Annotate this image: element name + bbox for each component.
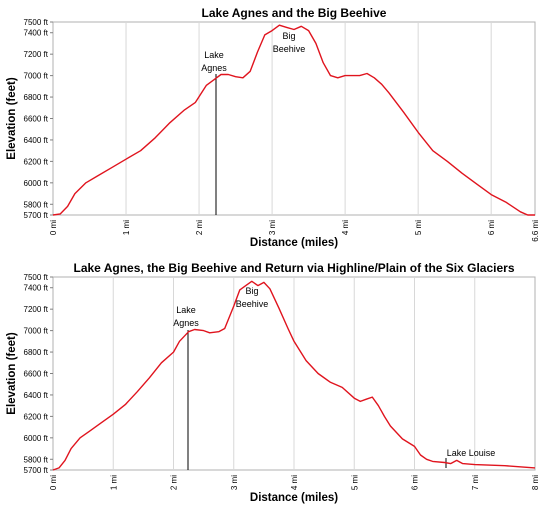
y-tick-label: 7400 ft: [24, 284, 49, 293]
x-tick-label: 5 mi: [414, 220, 423, 235]
chart-1: 0 mi 1 mi 2 mi 3 mi 4 mi 5 mi 6 mi 6.6 mi 5700 f…: [6, 6, 540, 249]
annotation-label: Agnes: [201, 63, 227, 73]
x-tick-label: 6 mi: [487, 220, 496, 235]
y-tick-label: 7500 ft: [24, 273, 49, 282]
annotation-label: Beehive: [236, 299, 269, 309]
x-axis-label: Distance (miles): [250, 237, 338, 249]
x-tick-label: 1 mi: [122, 220, 131, 235]
y-axis-label: Elevation (feet): [6, 332, 18, 415]
y-tick-label: 7000 ft: [24, 327, 49, 336]
annotation-label: Big: [282, 31, 295, 41]
x-tick-label: 6.6 mi: [531, 220, 540, 242]
x-axis-label: Distance (miles): [250, 492, 338, 504]
x-tick-label: 4 mi: [290, 475, 299, 490]
y-tick-label: 7200 ft: [24, 50, 49, 59]
elevation-profile-line: [52, 280, 536, 471]
chart-title: Lake Agnes and the Big Beehive: [202, 6, 387, 20]
y-tick-label: 6600 ft: [24, 370, 49, 379]
y-tick-label: 7400 ft: [24, 29, 49, 38]
y-tick-label: 5800 ft: [24, 455, 49, 464]
y-tick-label: 5700 ft: [24, 466, 49, 475]
y-tick-label: 5700 ft: [24, 211, 49, 220]
y-tick-label: 6000 ft: [24, 434, 49, 443]
y-tick-label: 6800 ft: [24, 348, 49, 357]
y-axis-label: Elevation (feet): [6, 77, 18, 160]
y-tick-label: 7200 ft: [24, 305, 49, 314]
x-tick-label: 5 mi: [350, 475, 359, 490]
y-tick-label: 6400 ft: [24, 391, 49, 400]
y-tick-label: 6600 ft: [24, 115, 49, 124]
annotation-label: Lake: [176, 305, 196, 315]
y-tick-label: 6200 ft: [24, 157, 49, 166]
y-tick-label: 7500 ft: [24, 18, 49, 27]
x-tick-label: 6 mi: [411, 475, 420, 490]
chart-2: 0 mi 1 mi 2 mi 3 mi 4 mi 5 mi 6 mi 7 mi 8 mi 5700…: [6, 261, 540, 504]
x-tick-label: 0 mi: [49, 475, 58, 490]
x-tick-label: 7 mi: [471, 475, 480, 490]
chart-title: Lake Agnes, the Big Beehive and Return v…: [73, 261, 514, 275]
annotation-label: Lake Louise: [447, 448, 496, 458]
x-tick-label: 3 mi: [268, 220, 277, 235]
elevation-profile-line: [52, 24, 535, 216]
annotation-label: Beehive: [273, 44, 306, 54]
x-tick-label: 2 mi: [170, 475, 179, 490]
y-tick-label: 6800 ft: [24, 93, 49, 102]
x-tick-label: 0 mi: [49, 220, 58, 235]
x-tick-label: 4 mi: [341, 220, 350, 235]
y-tick-label: 7000 ft: [24, 72, 49, 81]
x-tick-label: 2 mi: [195, 220, 204, 235]
y-tick-label: 6200 ft: [24, 412, 49, 421]
x-tick-label: 8 mi: [531, 475, 540, 490]
x-tick-label: 1 mi: [109, 475, 118, 490]
annotation-label: Agnes: [173, 318, 199, 328]
annotation-label: Lake: [204, 50, 224, 60]
x-tick-label: 3 mi: [230, 475, 239, 490]
y-tick-label: 6400 ft: [24, 136, 49, 145]
annotation-label: Big: [245, 286, 258, 296]
y-tick-label: 5800 ft: [24, 200, 49, 209]
plot-area: [52, 21, 536, 216]
y-tick-label: 6000 ft: [24, 179, 49, 188]
